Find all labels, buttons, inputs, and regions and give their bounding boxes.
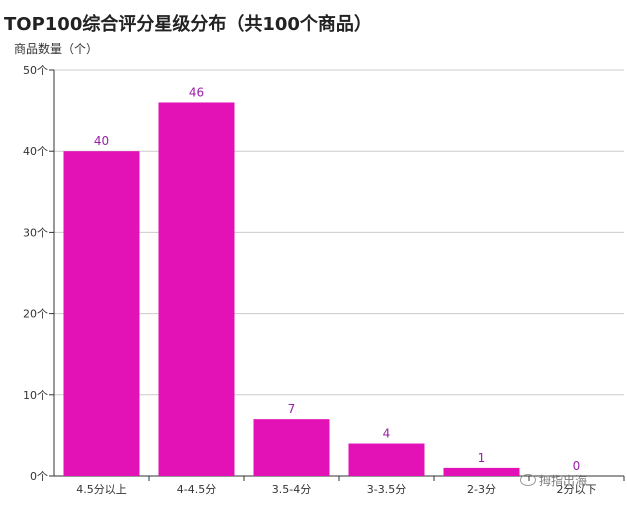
y-tick-label: 10个 bbox=[23, 389, 48, 402]
x-tick-label: 4-4.5分 bbox=[177, 483, 216, 496]
data-label: 7 bbox=[288, 402, 296, 416]
data-label: 1 bbox=[478, 451, 486, 465]
data-label: 0 bbox=[573, 459, 581, 473]
x-tick-label: 4.5分以上 bbox=[76, 483, 127, 496]
x-tick-label: 3.5-4分 bbox=[272, 483, 311, 496]
wechat-icon bbox=[520, 474, 536, 486]
chart-title: TOP100综合评分星级分布（共100个商品） bbox=[4, 14, 372, 35]
bar bbox=[443, 467, 520, 476]
x-tick-label: 2-3分 bbox=[467, 483, 496, 496]
bar bbox=[158, 102, 235, 476]
watermark-text: 拇指出海 bbox=[539, 474, 588, 488]
bar bbox=[348, 443, 425, 476]
y-tick-label: 20个 bbox=[23, 308, 48, 321]
y-tick-label: 40个 bbox=[23, 145, 48, 158]
bar bbox=[253, 419, 330, 476]
data-label: 4 bbox=[383, 427, 391, 441]
y-tick-label: 30个 bbox=[23, 226, 48, 239]
y-tick-label: 50个 bbox=[23, 64, 48, 77]
x-tick-label: 2分以下 bbox=[557, 483, 597, 496]
y-axis-label: 商品数量（个） bbox=[14, 42, 99, 56]
watermark: 拇指出海 bbox=[520, 472, 587, 489]
data-label: 46 bbox=[189, 85, 204, 99]
y-tick-label: 0个 bbox=[30, 470, 48, 483]
bar bbox=[63, 151, 140, 476]
data-label: 40 bbox=[94, 134, 109, 148]
x-tick-label: 3-3.5分 bbox=[367, 483, 406, 496]
